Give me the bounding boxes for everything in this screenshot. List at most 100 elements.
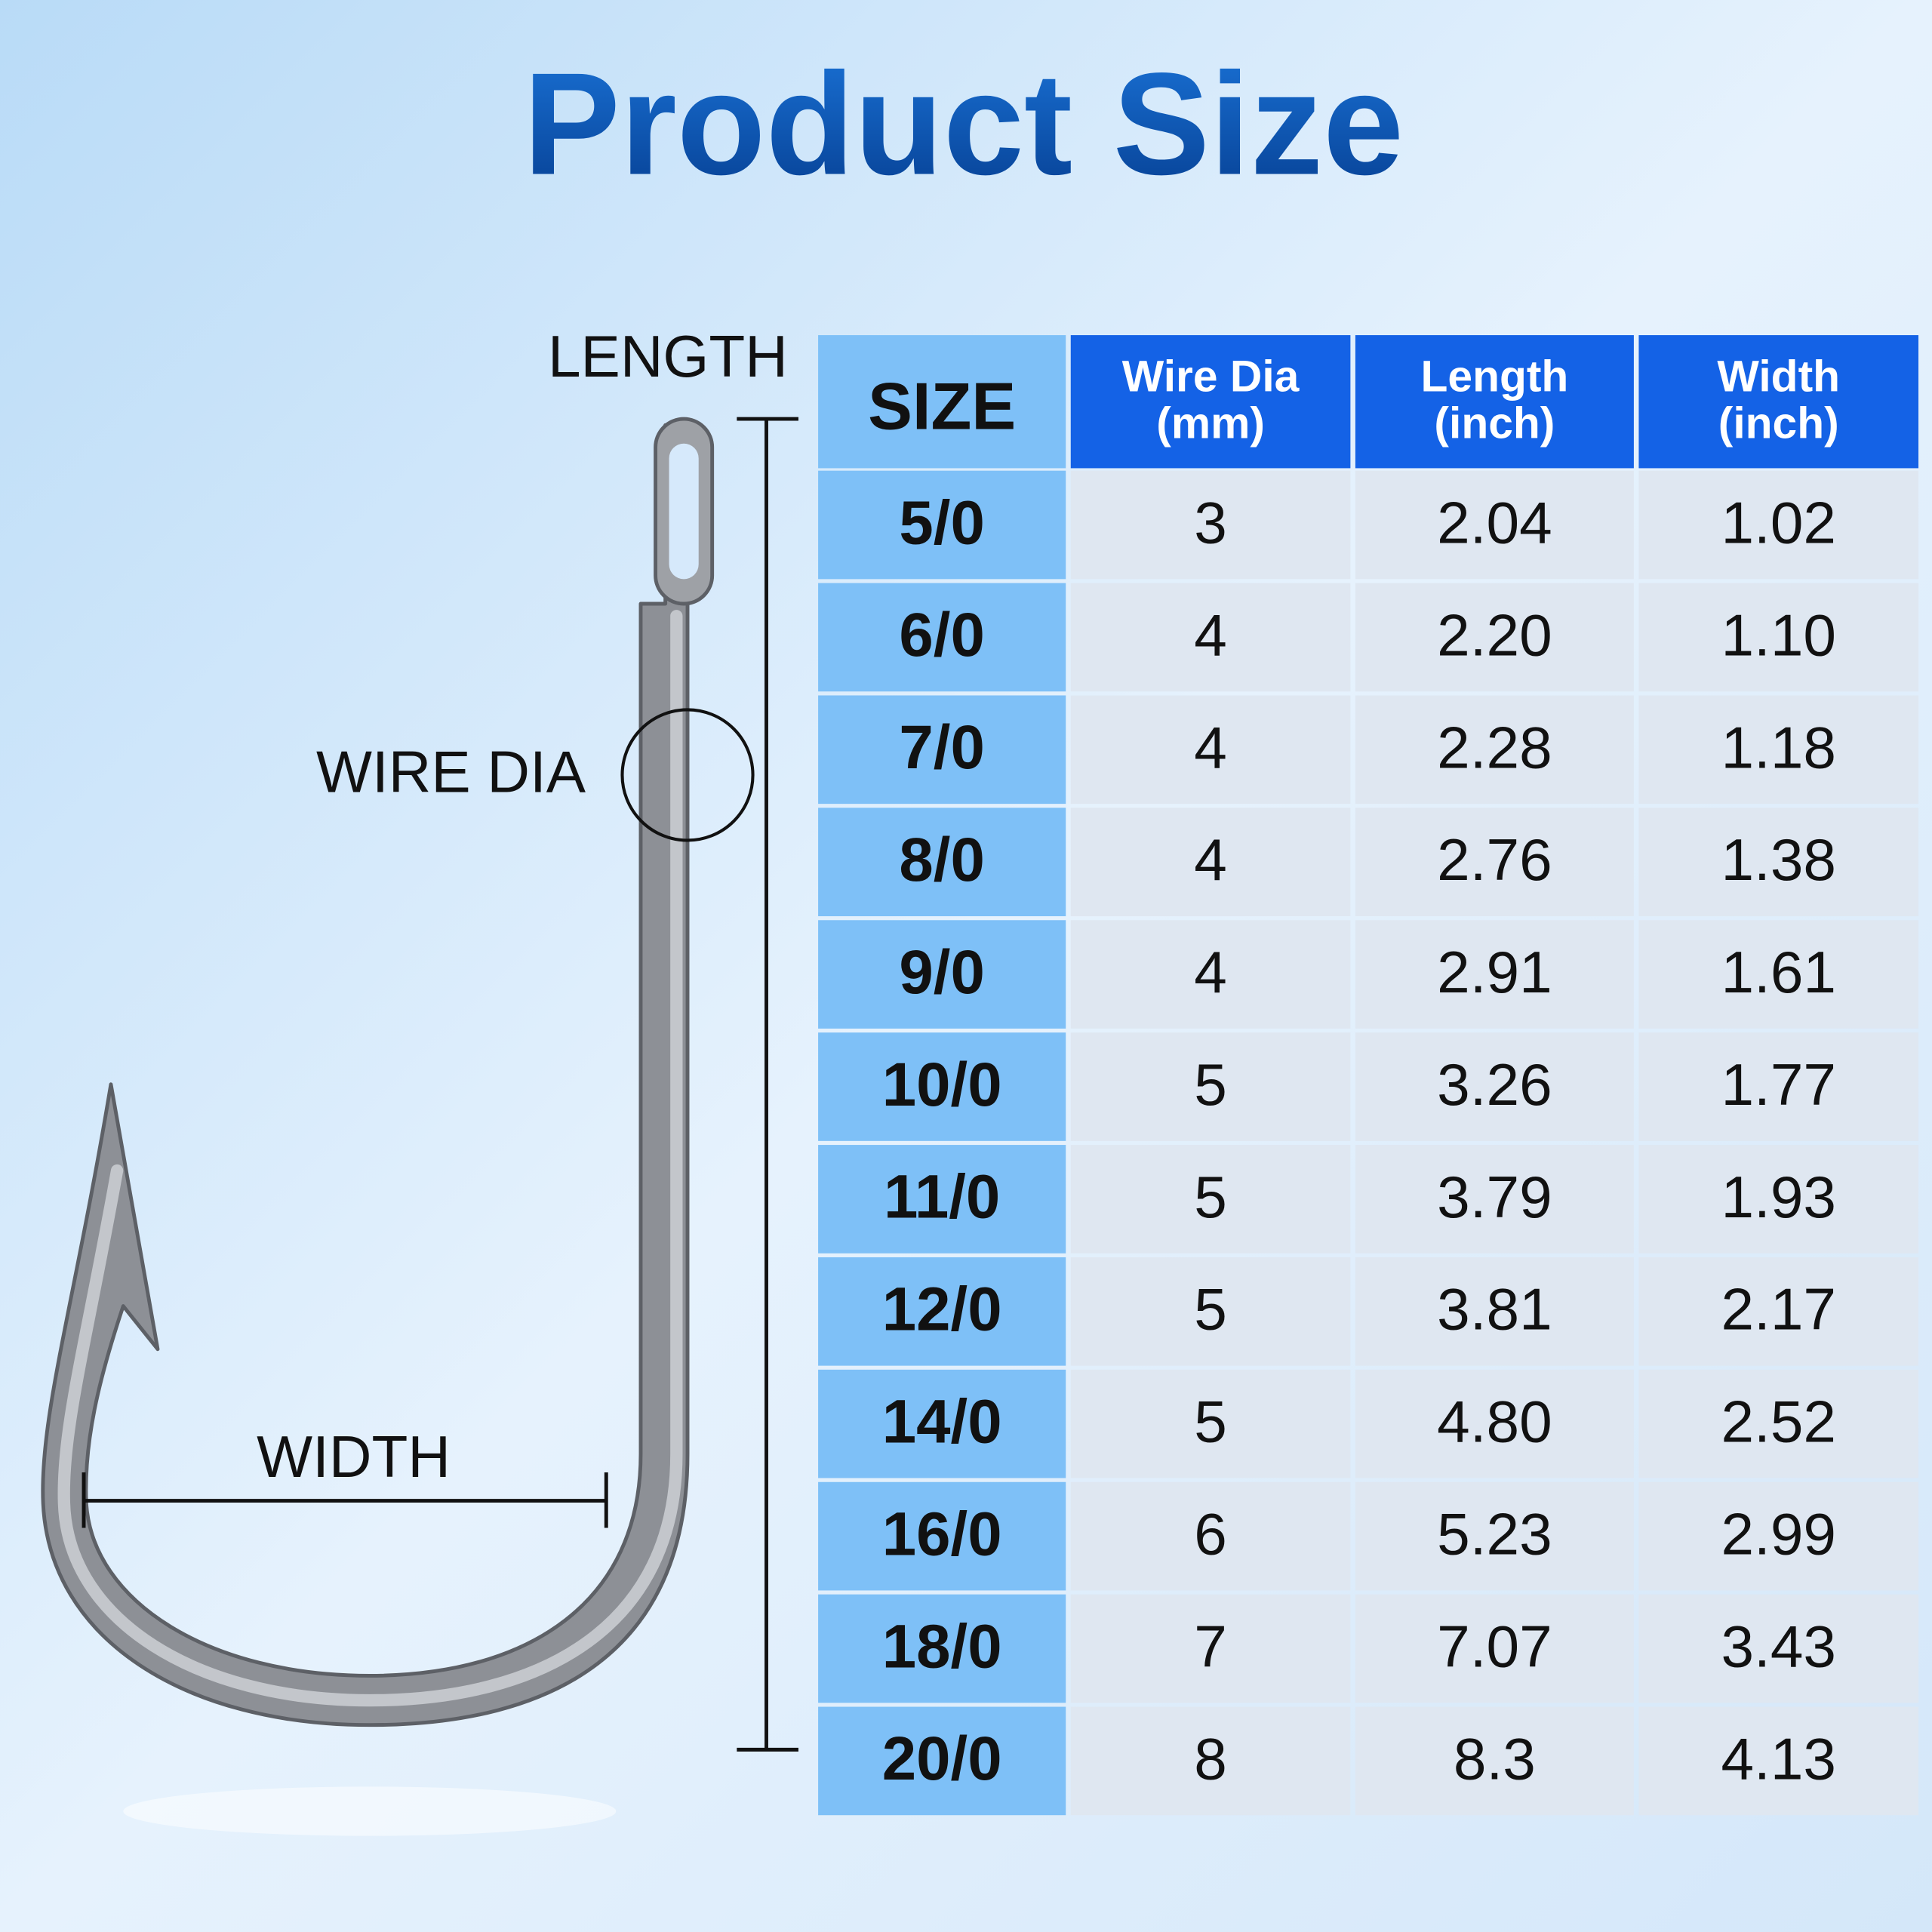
cell-text: 2.28 [1437,714,1552,780]
table-cell [1355,583,1634,692]
cell-text: 11/0 [884,1163,1000,1232]
table-cell [1355,1369,1634,1478]
cell-text: 8/0 [899,826,984,894]
cell-text: 7/0 [899,713,984,782]
header-text: (mm) [1156,398,1265,448]
table-cell [1355,808,1634,917]
table-cell [1355,920,1634,1029]
table-cell [1638,470,1919,580]
header-cell [1355,335,1634,469]
cell-text: 5 [1194,1389,1227,1455]
table-cell [1638,583,1919,692]
cell-text: 5 [1194,1051,1227,1118]
cell-text: 1.38 [1721,826,1836,893]
table-cell [1070,1257,1351,1366]
cell-text: 20/0 [882,1724,1002,1793]
cell-text: 3 [1194,489,1227,555]
table-cell [1070,1594,1351,1703]
cell-text: 16/0 [882,1500,1002,1568]
cell-text: 5 [1194,1276,1227,1343]
table-cell [818,920,1066,1029]
table-cell [1638,808,1919,917]
cell-text: 6/0 [899,601,984,669]
header-text: Wire Dia [1122,352,1300,401]
cell-text: 4.80 [1437,1389,1552,1455]
cell-text: 2.52 [1721,1389,1836,1455]
cell-text: 5/0 [899,488,984,557]
cell-text: 4.13 [1721,1725,1836,1792]
table-cell [1070,470,1351,580]
title: Product Size [523,42,1404,205]
cell-text: 1.10 [1721,601,1836,668]
cell-text: 3.26 [1437,1051,1552,1118]
cell-text: 8 [1194,1725,1227,1792]
cell-text: 8.3 [1454,1725,1536,1792]
cell-text: 12/0 [882,1275,1002,1344]
table-cell [1070,1706,1351,1816]
table-cell [1070,1369,1351,1478]
length-label: LENGTH [548,323,788,389]
table-cell [1355,1706,1634,1816]
table-cell [1070,920,1351,1029]
dimension-lines [82,417,798,1752]
table-cell [818,1706,1066,1816]
cell-text: 2.76 [1437,826,1552,893]
header-text: (inch) [1718,398,1839,448]
wire-dia-label: WIRE DIA [316,738,586,804]
cell-text: 1.02 [1721,489,1836,555]
cell-text: 7.07 [1437,1613,1552,1679]
table-cell [1638,1257,1919,1366]
cell-text: 2.91 [1437,939,1552,1005]
cell-text: 3.81 [1437,1276,1552,1343]
cell-text: 9/0 [899,938,984,1007]
cell-text: 4 [1194,601,1227,668]
cell-text: 2.99 [1721,1501,1836,1567]
header-text: Width [1717,352,1840,401]
cell-text: 6 [1194,1501,1227,1567]
cell-text: 5.23 [1437,1501,1552,1567]
table-cell [1638,1481,1919,1591]
cell-text: 2.04 [1437,489,1552,555]
table-cell [818,1032,1066,1141]
width-label: WIDTH [257,1423,451,1490]
cell-text: 10/0 [882,1051,1002,1119]
cell-text: 18/0 [882,1612,1002,1681]
header-text: (inch) [1434,398,1555,448]
table-cell [818,1594,1066,1703]
size-table: SIZE Wire Dia(mm)Length(inch)Width(inch)5… [818,335,1919,1816]
table-cell [1070,1145,1351,1254]
table-cell [1638,695,1919,804]
table-cell [818,1145,1066,1254]
table-cell [818,583,1066,692]
table-cell [1355,1481,1634,1591]
cell-text: 4 [1194,826,1227,893]
header-cell [1070,335,1351,469]
cell-text: 14/0 [882,1388,1002,1457]
hook-illustration [41,417,715,1836]
header-text: Length [1420,352,1568,401]
table-cell [1355,695,1634,804]
table-cell [1355,1257,1634,1366]
table-cell [1638,1145,1919,1254]
table-cell [1638,920,1919,1029]
table-cell [1070,1481,1351,1591]
cell-text: 5 [1194,1164,1227,1230]
table-cell [818,1369,1066,1478]
cell-text: 1.61 [1721,939,1836,1005]
table-cell [1355,1145,1634,1254]
cell-text: 3.43 [1721,1613,1836,1679]
table-cell [1638,1706,1919,1816]
header-cell [1638,335,1919,469]
header-cell [818,335,1066,469]
table-cell [818,1481,1066,1591]
table-cell [818,695,1066,804]
cell-text: 7 [1194,1613,1227,1679]
cell-text: 3.79 [1437,1164,1552,1230]
cell-text: 4 [1194,939,1227,1005]
table-cell [1638,1594,1919,1703]
table-cell [818,470,1066,580]
table-cell [1070,808,1351,917]
table-cell [818,808,1066,917]
table-cell [818,1257,1066,1366]
